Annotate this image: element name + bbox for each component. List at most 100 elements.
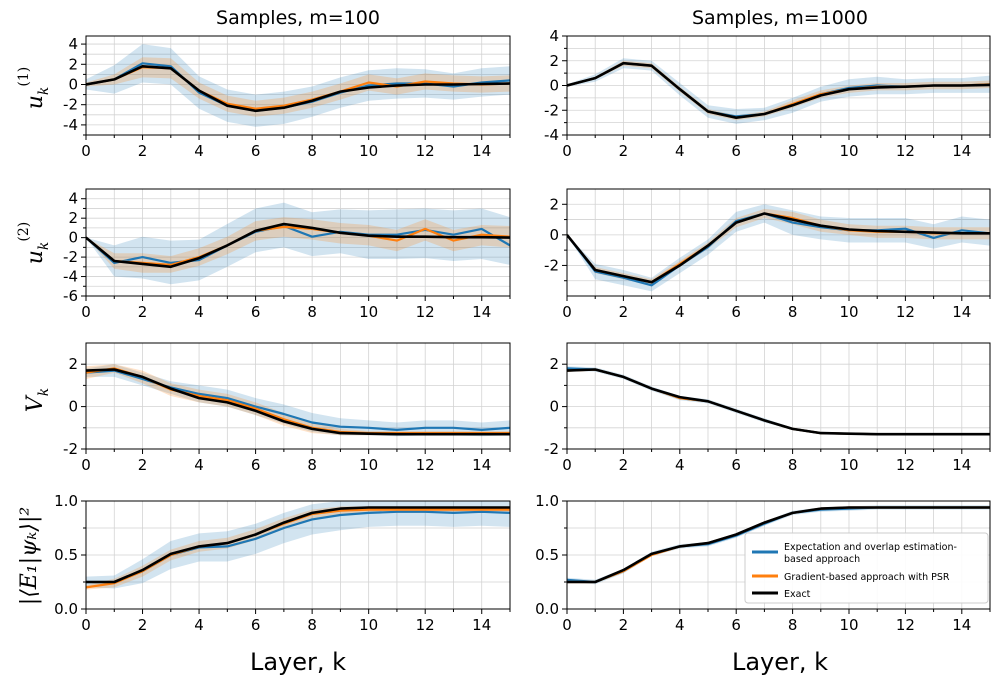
panel-r3c1-ytick-label: 0 (68, 398, 78, 416)
panel-r2c1-ytick-label: -6 (63, 287, 78, 305)
panel-r2c1-xtick-label: 10 (359, 303, 378, 321)
panel-r3c2-xtick-label: 10 (839, 456, 858, 474)
panel-r1c2-xtick-label: 6 (731, 142, 741, 160)
panel-r1c1-xtick-label: 4 (194, 142, 204, 160)
panel-r4c1-ytick-label: 1.0 (54, 492, 78, 510)
panel-r1c2-ytick-label: 4 (549, 27, 559, 45)
panel-r1c1-xtick-label: 0 (81, 142, 91, 160)
xlabel-left: Layer, k (250, 648, 346, 676)
panel-r3c2-ytick-label: -2 (544, 440, 559, 458)
panel-r3c1-line-2 (86, 368, 510, 436)
panel-r4c2-xtick-label: 0 (562, 616, 572, 634)
panel-r1c2-xtick-label: 2 (619, 142, 629, 160)
panel-r4c1-xtick-label: 4 (194, 616, 204, 634)
panel-r4c1-band-0 (86, 501, 510, 589)
panel-r2c2-frame (566, 188, 991, 297)
panel-r1c2-plot (567, 58, 990, 124)
panel-r2c1-xtick-label: 14 (472, 303, 491, 321)
panel-r3c1-xtick-label: 12 (416, 456, 435, 474)
panel-r4c1-xtick-label: 8 (307, 616, 317, 634)
panel-r3c2-ytick-label: 2 (549, 355, 559, 373)
panel-r2c2-xtick-label: 10 (839, 303, 858, 321)
panel-r3c1-frame (85, 342, 511, 450)
panel-r4c2-xtick-label: 6 (731, 616, 741, 634)
panel-r4c1-xtick-label: 10 (359, 616, 378, 634)
panel-r3c1-ytick-label: -2 (63, 440, 78, 458)
legend-label-orange: Gradient-based approach with PSR (784, 572, 950, 583)
panel-r4c1-plot (86, 501, 510, 590)
panel-r1c2-xtick-label: 10 (839, 142, 858, 160)
panel-r2c1-line-2 (86, 222, 510, 269)
ylabel-row-4: |⟨E₁|ψₖ⟩|² (17, 507, 42, 605)
panel-r2c1-xtick-label: 2 (138, 303, 148, 321)
ylabel-row-3: Vk (23, 388, 52, 412)
legend-label-exact: Exact (784, 589, 811, 600)
panel-r2c1-xtick-label: 6 (251, 303, 261, 321)
panel-r4c2-xtick-label: 4 (675, 616, 685, 634)
panel-r3c2-ytick-label: 0 (549, 398, 559, 416)
panel-r1c2-xtick-label: 0 (562, 142, 572, 160)
panel-r3c2-frame (566, 342, 991, 450)
panel-r2c1-ytick-label: -4 (63, 268, 78, 286)
panel-r1c1-ytick-label: 0 (68, 75, 78, 93)
panel-r3c2-xtick-label: 2 (619, 456, 629, 474)
ylabel-row-2: uk(2) (16, 222, 52, 265)
panel-r3c1-xtick-label: 8 (307, 456, 317, 474)
panel-r2c1-ytick-label: -2 (63, 248, 78, 266)
panel-r3c2-xtick-label: 0 (562, 456, 572, 474)
panel-r2c2-ytick-label: 0 (549, 226, 559, 244)
panel-r1c1-xtick-label: 2 (138, 142, 148, 160)
column-title-right: Samples, m=1000 (692, 7, 868, 29)
panel-r1c2: 0 2 4 6 8 10 12 14 -4 -2 0 2 4 (544, 27, 991, 160)
panel-r2c2-line-2 (567, 212, 990, 284)
panel-r3c2-xtick-label: 6 (731, 456, 741, 474)
panel-r3c2-xtick-label: 8 (788, 456, 798, 474)
panel-r2c2-xtick-label: 4 (675, 303, 685, 321)
column-title-left: Samples, m=100 (216, 7, 380, 29)
panel-r1c2-ytick-label: 0 (549, 77, 559, 95)
panel-r4c1-xtick-label: 14 (472, 616, 491, 634)
panel-r1c1-xtick-label: 14 (472, 142, 491, 160)
panel-r3c2-plot (567, 366, 990, 436)
panel-r2c1-frame (85, 188, 511, 297)
panel-r1c2-xtick-label: 12 (896, 142, 915, 160)
panel-r3c2-xtick-label: 4 (675, 456, 685, 474)
panel-r2c2-xtick-label: 8 (788, 303, 798, 321)
panel-r4c2-xtick-label: 8 (788, 616, 798, 634)
panel-r3c1-ytick-label: 2 (68, 355, 78, 373)
panel-r3c2: 0 2 4 6 8 10 12 14-202 (544, 342, 991, 474)
panel-r1c1-ytick-label: 2 (68, 55, 78, 73)
panel-r1c2-xtick-label: 14 (952, 142, 971, 160)
panel-r3c1-xtick-label: 6 (251, 456, 261, 474)
panel-r2c1-line-0 (86, 224, 510, 264)
panel-r3c2-line-2 (567, 368, 990, 436)
panel-r4c2-xtick-label: 14 (952, 616, 971, 634)
panel-r2c1-line-1 (86, 225, 510, 266)
panel-r4c1-xtick-label: 0 (81, 616, 91, 634)
panel-r3c1-xtick-label: 10 (359, 456, 378, 474)
panel-r4c1-xtick-label: 2 (138, 616, 148, 634)
panel-r1c1-plot (86, 44, 510, 127)
panel-r4c2-ytick-label: 1.0 (535, 492, 559, 510)
panel-r4c1-xtick-label: 6 (251, 616, 261, 634)
panel-r2c2-xtick-label: 14 (952, 303, 971, 321)
panel-r1c1-xtick-label: 12 (416, 142, 435, 160)
panel-r2c2-xtick-label: 2 (619, 303, 629, 321)
panel-r1c1-xtick-label: 6 (251, 142, 261, 160)
panel-r1c1-ytick-label: -4 (63, 116, 78, 134)
panel-r1c2-ytick-label: 2 (549, 52, 559, 70)
legend-frame (744, 532, 989, 604)
panel-r3c1-xtick-label: 14 (472, 456, 491, 474)
panel-r3c1-xtick-label: 0 (81, 456, 91, 474)
legend: Expectation and overlap estimation- base… (744, 532, 989, 604)
panel-r1c1-frame (85, 35, 511, 136)
panel-r4c2-ytick-label: 0.0 (535, 600, 559, 618)
panel-r2c2-band-1 (567, 208, 990, 286)
panel-r4c2-xtick-label: 2 (619, 616, 629, 634)
ylabel-row-1: uk(1) (16, 67, 52, 110)
panel-r1c2-ytick-label: -2 (544, 101, 559, 119)
panel-r4c2-plot (567, 505, 990, 585)
